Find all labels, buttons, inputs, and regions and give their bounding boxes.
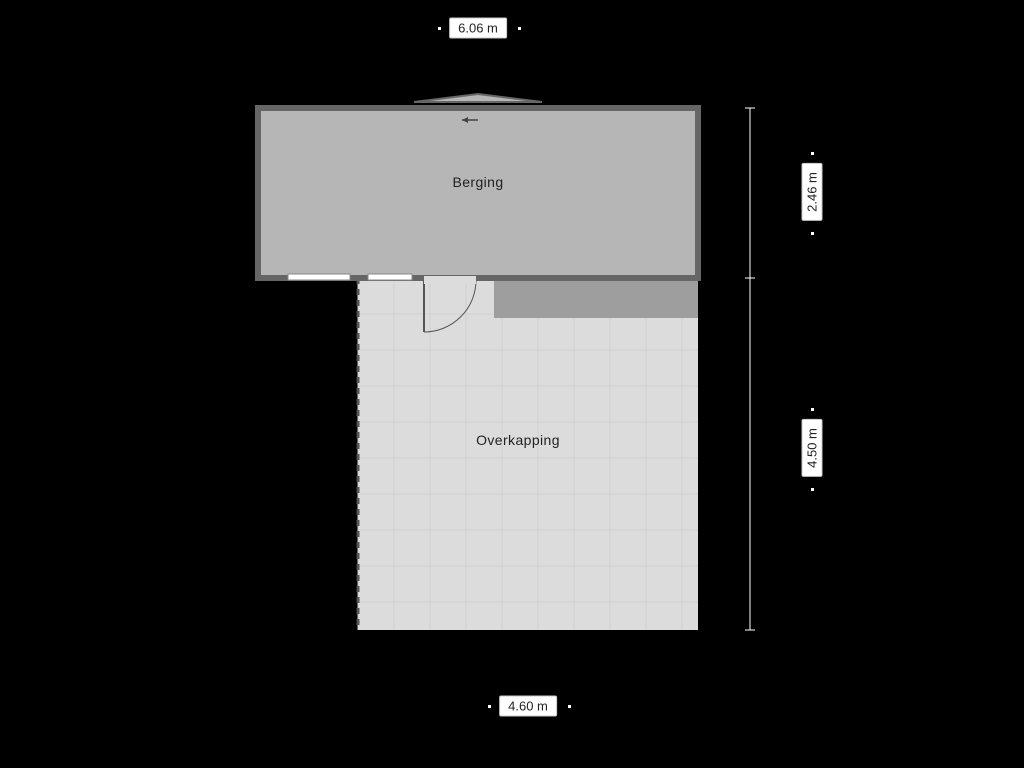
dimension-bottom: 4.60 m [499,696,557,717]
dimension-rightA: 2.46 m [802,163,823,221]
dimension-tick [438,27,441,30]
roof-peak [414,94,542,102]
dimension-top: 6.06 m [449,18,507,39]
window-slit [368,274,412,280]
dimension-tick [518,27,521,30]
overkapping-label: Overkapping [476,432,560,448]
door-opening [424,276,476,284]
dimension-tick [488,705,491,708]
berging-label: Berging [452,174,503,190]
berging-room [258,108,698,278]
dimension-tick [811,152,814,155]
dimension-tick [568,705,571,708]
overkapping-floor [358,278,698,630]
floorplan-stage: Berging Overkapping 6.06 m 4.60 m 2.46 m 4.50… [0,0,1024,768]
floorplan-svg [0,0,1024,768]
dimension-tick [811,232,814,235]
overhang-strip [494,280,698,318]
dimension-tick [811,488,814,491]
dimension-rightB: 4.50 m [802,419,823,477]
dimension-tick [811,408,814,411]
window-slit [288,274,350,280]
